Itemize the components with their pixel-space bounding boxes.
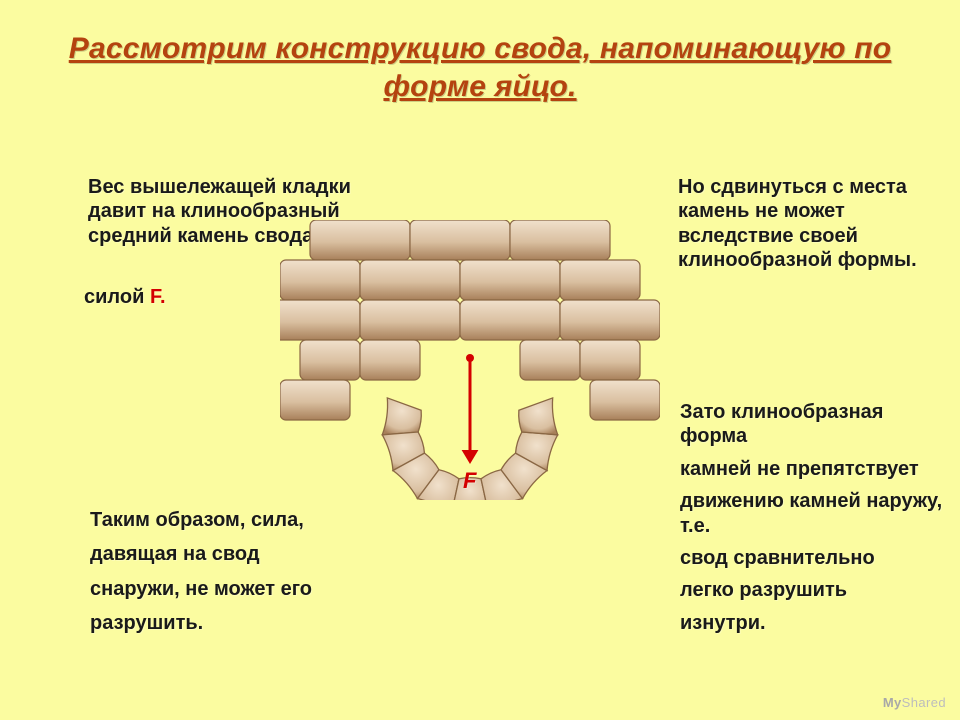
arch-svg bbox=[280, 220, 660, 500]
br-line: Зато клинообразная форма bbox=[680, 400, 945, 449]
watermark: MyShared bbox=[883, 695, 946, 710]
force-letter: F. bbox=[150, 286, 166, 308]
slide: Рассмотрим конструкцию свода, напоминающ… bbox=[0, 0, 960, 720]
br-line: легко разрушить bbox=[680, 578, 945, 602]
text-bottom-right: Зато клинообразная форма камней не препят… bbox=[680, 400, 945, 635]
br-line: движению камней наружу, т.е. bbox=[680, 489, 945, 538]
slide-title: Рассмотрим конструкцию свода, напоминающ… bbox=[38, 30, 922, 105]
text-top-left-force: силой F. bbox=[84, 285, 284, 309]
watermark-prefix: My bbox=[883, 695, 902, 710]
br-line: камней не препятствует bbox=[680, 457, 945, 481]
force-prefix: силой bbox=[84, 286, 150, 308]
arch-diagram bbox=[280, 220, 660, 500]
text-bottom-left: Таким образом, сила, давящая на свод снару… bbox=[90, 508, 370, 636]
bl-line: Таким образом, сила, bbox=[90, 508, 370, 532]
bl-line: разрушить. bbox=[90, 611, 370, 635]
force-label: F bbox=[463, 468, 476, 495]
text-top-right: Но сдвинуться с места камень не может вс… bbox=[678, 175, 938, 273]
bl-line: снаружи, не может его bbox=[90, 577, 370, 601]
br-line: изнутри. bbox=[680, 611, 945, 635]
watermark-suffix: Shared bbox=[902, 695, 946, 710]
br-line: свод сравнительно bbox=[680, 546, 945, 570]
bl-line: давящая на свод bbox=[90, 542, 370, 566]
